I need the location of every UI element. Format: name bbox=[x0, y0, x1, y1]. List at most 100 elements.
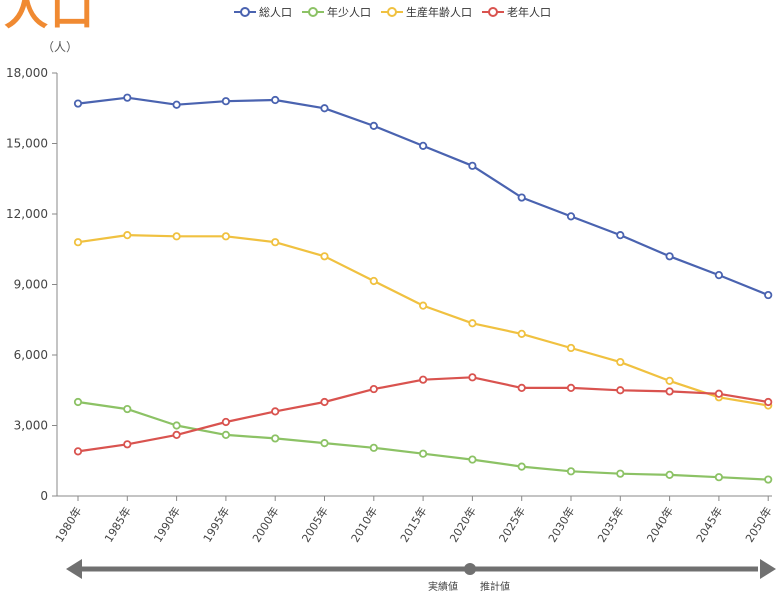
data-point-total bbox=[468, 161, 477, 170]
y-axis-unit-label: （人） bbox=[42, 40, 79, 54]
data-point-working bbox=[369, 276, 378, 286]
data-point-youth bbox=[123, 404, 132, 414]
legend-item-working[interactable]: 生産年齢人口 bbox=[381, 4, 472, 20]
x-tick-label: 2010年 bbox=[348, 504, 381, 544]
x-tick-label: 2025年 bbox=[496, 504, 529, 544]
data-point-elderly bbox=[369, 384, 378, 394]
data-point-youth bbox=[468, 455, 477, 464]
x-tick-label: 1995年 bbox=[200, 504, 233, 544]
x-tick-label: 2030年 bbox=[545, 504, 578, 544]
data-point-youth bbox=[320, 439, 329, 448]
data-point-working bbox=[616, 357, 625, 367]
legend-label: 年少人口 bbox=[327, 6, 371, 19]
legend-item-elderly[interactable]: 老年人口 bbox=[482, 4, 551, 20]
legend-marker-icon bbox=[381, 7, 403, 17]
data-point-youth bbox=[665, 470, 674, 479]
y-tick-label: 9,000 bbox=[14, 278, 48, 292]
data-point-total bbox=[418, 141, 428, 150]
data-point-elderly bbox=[566, 383, 576, 392]
data-point-working bbox=[172, 232, 181, 241]
x-tick-label: 2035年 bbox=[594, 504, 627, 544]
x-tick-label: 1990年 bbox=[151, 504, 184, 544]
data-point-total bbox=[123, 93, 132, 102]
data-point-elderly bbox=[418, 375, 428, 384]
data-point-total bbox=[73, 99, 83, 108]
data-point-youth bbox=[764, 475, 773, 484]
data-point-total bbox=[566, 212, 576, 221]
y-tick-label: 3,000 bbox=[14, 419, 48, 433]
data-point-youth bbox=[271, 434, 280, 443]
data-point-elderly bbox=[172, 430, 181, 439]
data-point-working bbox=[665, 376, 674, 385]
data-point-elderly bbox=[468, 373, 477, 382]
data-point-youth bbox=[418, 449, 428, 458]
x-tick-label: 2045年 bbox=[693, 504, 726, 544]
legend-marker-icon bbox=[482, 7, 504, 17]
series-line-elderly bbox=[77, 376, 769, 453]
data-point-elderly bbox=[764, 397, 773, 407]
data-point-working bbox=[566, 343, 576, 353]
y-tick-label: 15,000 bbox=[6, 137, 48, 151]
data-point-elderly bbox=[517, 383, 526, 392]
page-heading-fragment: 人口 bbox=[4, 0, 96, 35]
data-point-total bbox=[172, 100, 181, 109]
data-point-working bbox=[123, 231, 132, 240]
data-point-working bbox=[271, 238, 280, 247]
data-point-working bbox=[468, 319, 477, 328]
data-point-elderly bbox=[123, 440, 132, 449]
data-point-youth bbox=[517, 462, 526, 471]
data-point-total bbox=[221, 97, 230, 106]
x-tick-label: 2005年 bbox=[299, 504, 332, 544]
y-tick-label: 12,000 bbox=[6, 207, 48, 221]
x-tick-label: 2040年 bbox=[644, 504, 677, 544]
x-tick-label: 1980年 bbox=[52, 504, 85, 544]
data-point-total bbox=[714, 270, 724, 280]
y-tick-label: 0 bbox=[40, 489, 48, 503]
data-point-total bbox=[665, 252, 674, 261]
legend-item-total[interactable]: 総人口 bbox=[234, 4, 292, 20]
series-line-youth bbox=[77, 400, 769, 481]
legend-marker-icon bbox=[302, 7, 324, 17]
y-tick-label: 18,000 bbox=[6, 66, 48, 80]
chart-legend: 総人口 年少人口 生産年齢人口 老年人口 bbox=[234, 4, 551, 20]
data-point-total bbox=[320, 104, 329, 113]
data-point-total bbox=[616, 231, 625, 240]
period-arrow-left-head bbox=[66, 559, 82, 579]
legend-label: 生産年齢人口 bbox=[406, 6, 472, 19]
y-tick-label: 6,000 bbox=[14, 348, 48, 362]
data-point-youth bbox=[566, 467, 576, 476]
data-point-elderly bbox=[271, 407, 280, 416]
period-divider-dot bbox=[464, 563, 476, 575]
data-point-elderly bbox=[221, 417, 230, 427]
series-line-total bbox=[77, 96, 769, 297]
data-point-working bbox=[73, 238, 83, 247]
x-tick-label: 2015年 bbox=[397, 504, 430, 544]
data-point-elderly bbox=[714, 389, 724, 398]
data-point-total bbox=[764, 290, 773, 300]
legend-marker-icon bbox=[234, 7, 256, 17]
data-point-working bbox=[418, 301, 428, 310]
data-point-youth bbox=[73, 397, 83, 407]
projected-period-label: 推計値 bbox=[480, 582, 510, 593]
data-point-total bbox=[517, 193, 526, 202]
data-point-working bbox=[221, 232, 230, 241]
data-point-youth bbox=[172, 421, 181, 430]
data-point-youth bbox=[616, 469, 625, 478]
legend-label: 老年人口 bbox=[507, 6, 551, 19]
x-tick-label: 1985年 bbox=[101, 504, 134, 544]
data-point-elderly bbox=[320, 397, 329, 407]
data-point-youth bbox=[369, 443, 378, 452]
actual-period-label: 実績値 bbox=[428, 582, 458, 593]
legend-item-youth[interactable]: 年少人口 bbox=[302, 4, 371, 20]
data-point-working bbox=[517, 329, 526, 338]
data-point-youth bbox=[221, 430, 230, 439]
period-arrow-right-head bbox=[760, 559, 776, 579]
data-point-elderly bbox=[73, 447, 83, 456]
legend-label: 総人口 bbox=[259, 6, 292, 19]
data-point-total bbox=[369, 121, 378, 130]
x-tick-label: 2020年 bbox=[446, 504, 479, 544]
data-point-elderly bbox=[665, 387, 674, 396]
x-tick-label: 2050年 bbox=[742, 504, 775, 544]
data-point-elderly bbox=[616, 386, 625, 395]
